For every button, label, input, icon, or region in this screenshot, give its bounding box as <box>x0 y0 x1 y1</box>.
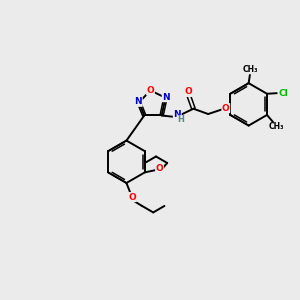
Text: O: O <box>222 103 230 112</box>
Text: N: N <box>173 110 181 119</box>
Text: O: O <box>156 164 164 173</box>
Text: CH₃: CH₃ <box>243 65 259 74</box>
Text: Cl: Cl <box>279 89 288 98</box>
Text: O: O <box>128 193 136 202</box>
Text: N: N <box>134 97 142 106</box>
Text: O: O <box>184 87 192 96</box>
Text: H: H <box>178 116 184 124</box>
Text: CH₃: CH₃ <box>269 122 284 131</box>
Text: N: N <box>162 93 170 102</box>
Text: O: O <box>147 86 154 95</box>
